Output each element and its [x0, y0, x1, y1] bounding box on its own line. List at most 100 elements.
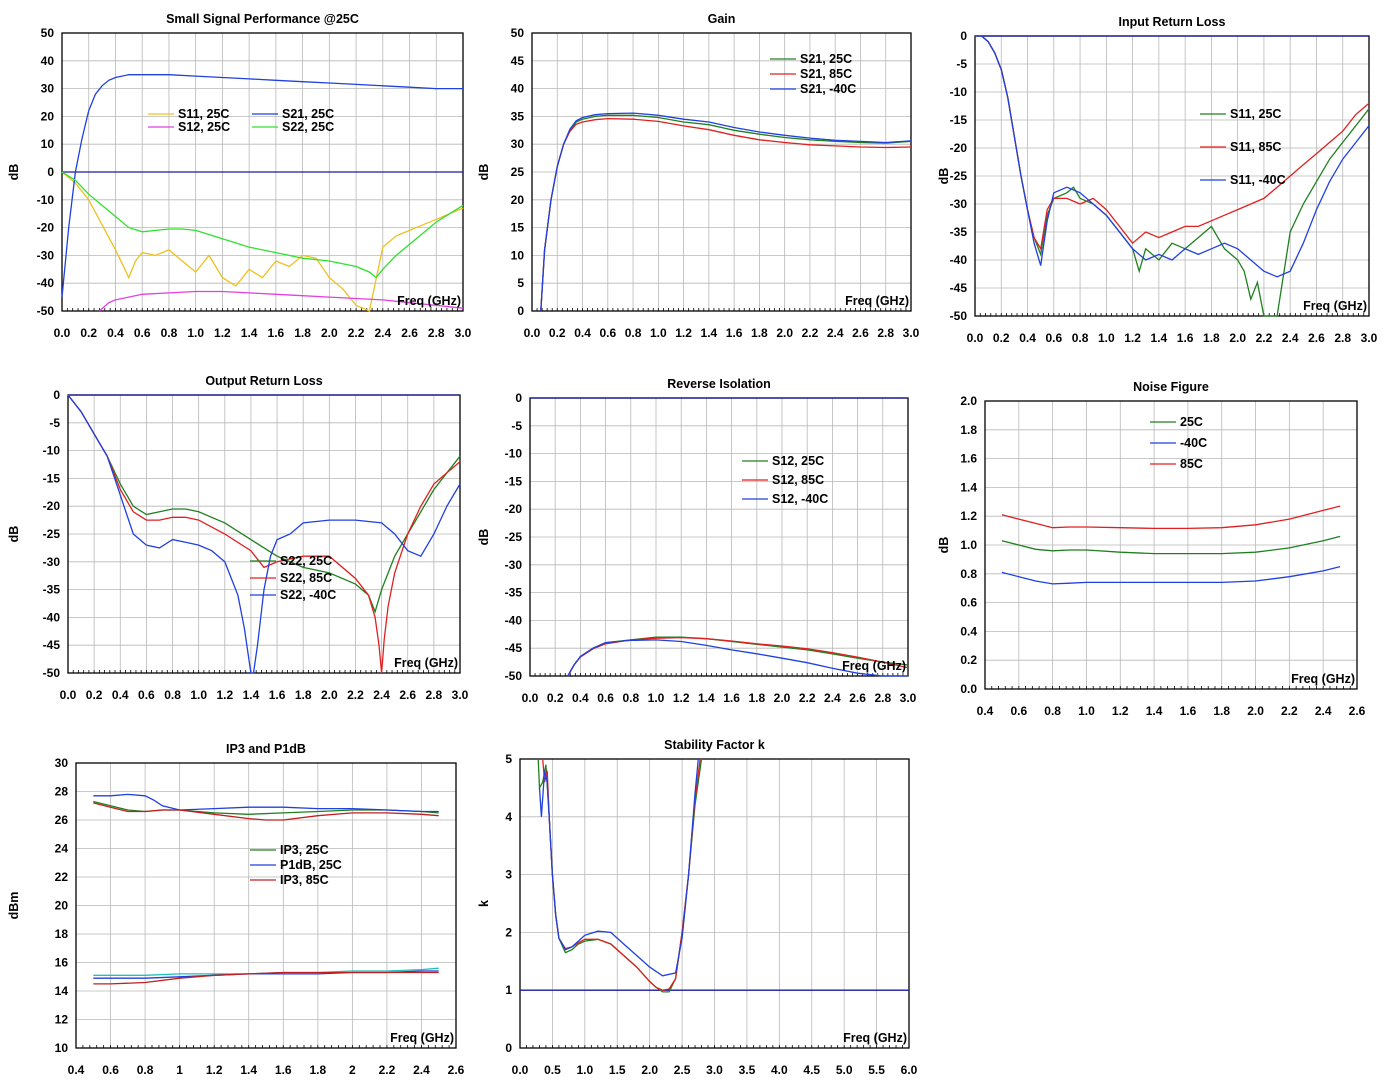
x-tick-label: 2.4 [824, 691, 841, 705]
y-tick-label: -40 [37, 276, 55, 290]
x-tick-label: 0.8 [137, 1063, 154, 1077]
x-tick-label: 0.6 [1010, 704, 1027, 718]
y-tick-label: 28 [55, 785, 69, 799]
x-tick-label: 1.0 [576, 1063, 593, 1077]
legend-label-p1db-25c: P1dB, 25C [280, 858, 342, 872]
x-axis-label: Freq (GHz) [845, 294, 909, 308]
x-tick-label: 0.6 [597, 691, 614, 705]
x-tick-label: 1.0 [650, 326, 667, 340]
x-tick-label: 2.6 [1308, 331, 1325, 345]
series-line-s11-25c [61, 171, 464, 312]
y-tick-label: -45 [950, 281, 968, 295]
y-tick-label: 5 [505, 752, 512, 766]
chart-input-return-loss: 0.0 0.2 0.4 0.6 0.8 1.0 1.2 1.4 1.6 1.8 2.0 2.2 2.4 2… [937, 15, 1378, 345]
y-axis-label: dBm [7, 892, 21, 920]
legend-label-40c: -40C [1180, 436, 1207, 450]
y-tick-label: 0.4 [960, 624, 977, 638]
y-tick-label: 0 [505, 1041, 512, 1055]
chart-reverse-isolation: 0.0 0.2 0.4 0.6 0.8 1.0 1.2 1.4 1.6 1.8 2.0 2.2 2.4 2… [477, 377, 917, 705]
series-line-ip3-85c [93, 802, 439, 821]
x-tick-label: 1.4 [241, 326, 258, 340]
y-tick-label: 0 [960, 29, 967, 43]
legend-label-s21-40c: S21, -40C [800, 82, 856, 96]
y-tick-label: 20 [41, 109, 55, 123]
series-line-p1db-25c [93, 793, 439, 813]
x-tick-label: 2.2 [347, 688, 364, 702]
legend-label-25c: 25C [1180, 415, 1203, 429]
x-tick-label: 0.0 [512, 1063, 529, 1077]
chart-title: IP3 and P1dB [226, 742, 306, 756]
x-tick-label: 1.5 [609, 1063, 626, 1077]
x-tick-label: 2.8 [1334, 331, 1351, 345]
y-tick-label: -50 [43, 666, 61, 680]
y-tick-label: 14 [55, 984, 69, 998]
y-tick-label: -50 [37, 304, 55, 318]
x-tick-label: 0.6 [102, 1063, 119, 1077]
plot-frame [519, 758, 910, 1049]
x-tick-label: 2.4 [373, 688, 390, 702]
series-line-trace-3 [538, 758, 699, 977]
chart-stability-factor-k: 0.0 0.5 1.0 1.5 2.0 2.5 3.0 3.5 4.0 4.5 5.0 5.5 6.0 0… [477, 738, 918, 1077]
x-tick-label: 2.0 [321, 688, 338, 702]
legend: S11, 25C S21, 25C S12, 25C S22, 25C [148, 107, 334, 134]
y-tick-label: -40 [505, 613, 523, 627]
x-tick-label: 2.2 [799, 691, 816, 705]
x-tick-label: 0.8 [1044, 704, 1061, 718]
y-axis-label: dB [937, 168, 951, 185]
x-tick-label: 2.8 [428, 326, 445, 340]
series-line-s22-40c [67, 394, 461, 674]
x-tick-label: 5.5 [868, 1063, 885, 1077]
y-tick-label: -25 [43, 527, 61, 541]
x-tick-label: 1.4 [701, 326, 718, 340]
x-tick-label: 2.2 [379, 1063, 396, 1077]
y-tick-label: 1.0 [960, 538, 977, 552]
x-tick-label: 2.4 [827, 326, 844, 340]
x-tick-label: 1.8 [294, 326, 311, 340]
x-tick-label: 0.0 [54, 326, 71, 340]
x-tick-label: 0.0 [967, 331, 984, 345]
x-tick-label: 2.6 [401, 326, 418, 340]
y-tick-label: 20 [511, 193, 525, 207]
x-tick-label: 0.2 [80, 326, 97, 340]
x-tick-label: 0.8 [622, 691, 639, 705]
y-tick-label: -40 [43, 610, 61, 624]
y-tick-label: -20 [37, 221, 55, 235]
y-tick-label: 10 [41, 137, 55, 151]
x-tick-label: 2.0 [774, 691, 791, 705]
y-tick-label: -45 [505, 641, 523, 655]
x-tick-label: 1.2 [673, 691, 690, 705]
y-tick-label: 5 [517, 276, 524, 290]
y-tick-label: 30 [55, 756, 69, 770]
legend: S11, 25C S11, 85C S11, -40C [1200, 107, 1286, 187]
x-tick-label: 2.4 [413, 1063, 430, 1077]
y-tick-label: 20 [55, 899, 69, 913]
x-tick-label: 1.4 [1151, 331, 1168, 345]
series-line-25c [1001, 535, 1341, 555]
x-tick-label: 0.4 [112, 688, 129, 702]
y-tick-label: 0 [47, 165, 54, 179]
x-axis-label: Freq (GHz) [390, 1031, 454, 1045]
legend-label-ip3-25c: IP3, 25C [280, 843, 329, 857]
x-tick-label: 0.4 [1019, 331, 1036, 345]
y-tick-label: 0.2 [960, 653, 977, 667]
chart-output-return-loss: 0.0 0.2 0.4 0.6 0.8 1.0 1.2 1.4 1.6 1.8 2.0 2.2 2.4 2… [7, 374, 469, 702]
x-tick-label: 2.2 [1256, 331, 1273, 345]
x-tick-label: 1.4 [1146, 704, 1163, 718]
chart-title: Small Signal Performance @25C [166, 12, 359, 26]
legend-label-s11-25c: S11, 25C [178, 107, 229, 121]
series-line-40c [1001, 565, 1341, 585]
series-line-trace-6 [93, 971, 439, 985]
y-tick-label: 25 [511, 165, 525, 179]
series-line-s21-40c [540, 112, 912, 312]
y-tick-label: 0.0 [960, 682, 977, 696]
legend-label-s12-25c: S12, 25C [772, 454, 824, 468]
legend-label-s22-25c: S22, 25C [282, 120, 334, 134]
y-tick-label: 24 [55, 842, 69, 856]
x-axis-label: Freq (GHz) [394, 656, 458, 670]
y-tick-label: -10 [37, 193, 55, 207]
x-tick-label: 3.0 [900, 691, 917, 705]
x-tick-label: 0.6 [1045, 331, 1062, 345]
y-tick-label: 0.6 [960, 596, 977, 610]
y-tick-label: -10 [950, 85, 968, 99]
